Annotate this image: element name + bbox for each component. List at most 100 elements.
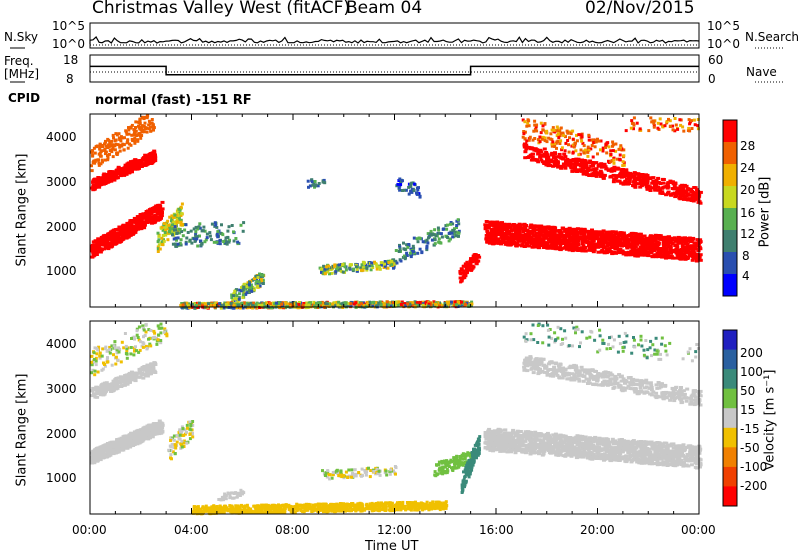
power-cell <box>516 239 521 243</box>
power-cell <box>512 223 517 227</box>
power-cell <box>595 244 600 248</box>
power-cell <box>158 247 162 251</box>
power-cell <box>410 187 414 191</box>
power-cell <box>179 238 183 242</box>
power-cell <box>464 265 468 269</box>
power-cell <box>181 303 185 307</box>
power-cell <box>362 261 366 265</box>
power-cell <box>173 223 177 227</box>
power-cell <box>548 158 553 162</box>
power-cell <box>111 133 115 137</box>
power-ytick: 4000 <box>46 130 77 144</box>
power-cell <box>325 268 329 272</box>
power-cell <box>122 148 126 152</box>
power-cell <box>141 130 145 134</box>
power-cell <box>581 166 586 170</box>
power-cell <box>415 303 419 307</box>
power-cell <box>581 244 586 248</box>
power-cell <box>129 229 134 233</box>
freq-tick-top: 18 <box>63 53 79 67</box>
power-cell <box>118 145 122 149</box>
power-cell <box>331 304 335 308</box>
power-cell <box>534 243 539 247</box>
power-cell <box>111 155 115 159</box>
power-cell <box>586 154 590 158</box>
power-cell <box>91 251 96 255</box>
power-cell <box>648 189 653 192</box>
power-cell <box>410 181 414 185</box>
power-cell <box>99 243 104 247</box>
power-cell <box>283 302 287 305</box>
power-cell <box>656 185 661 189</box>
power-cell <box>99 150 103 154</box>
power-cell <box>677 249 682 253</box>
power-cell <box>425 238 429 242</box>
power-cell <box>592 234 597 238</box>
power-cell <box>484 220 489 223</box>
power-cell <box>139 160 144 164</box>
power-cell <box>612 236 617 240</box>
power-cell <box>532 129 536 133</box>
power-cell <box>627 174 632 178</box>
power-cell <box>146 114 150 118</box>
power-cell <box>690 127 694 130</box>
power-cell <box>580 247 585 251</box>
power-cell <box>629 249 634 253</box>
power-cell <box>548 240 553 244</box>
power-cell <box>196 227 200 231</box>
power-cell <box>544 245 548 249</box>
power-cell <box>559 139 563 143</box>
power-cell <box>360 302 364 306</box>
power-cell <box>678 118 682 122</box>
power-cell <box>516 231 521 235</box>
power-cell <box>462 269 466 273</box>
power-cell <box>147 119 151 123</box>
power-cell <box>600 164 605 168</box>
power-cell <box>118 240 123 244</box>
power-cell <box>596 232 601 235</box>
power-cell <box>138 134 142 137</box>
power-cell <box>347 302 351 306</box>
power-cell <box>396 304 400 308</box>
power-cell <box>330 271 334 275</box>
power-cell <box>569 235 574 239</box>
power-cell <box>361 265 365 269</box>
power-cell <box>100 158 104 162</box>
power-cell <box>494 233 499 237</box>
power-cell <box>133 226 138 229</box>
power-cell <box>523 137 527 141</box>
power-cell <box>543 139 547 143</box>
power-cell <box>607 145 611 149</box>
power-cell <box>532 226 537 229</box>
power-cell <box>241 288 245 292</box>
power-cell <box>656 176 661 180</box>
power-cell <box>116 165 121 169</box>
power-cell <box>242 285 246 289</box>
power-cell <box>641 244 646 248</box>
velocity-ytick: 1000 <box>46 471 77 485</box>
power-cell <box>649 238 654 242</box>
power-cell <box>298 301 301 304</box>
power-cell <box>190 241 194 245</box>
power-cell <box>569 247 574 251</box>
power-cell <box>167 230 171 234</box>
power-cell <box>94 184 99 188</box>
power-cell <box>657 234 662 238</box>
power-cell <box>698 190 703 194</box>
power-cell <box>587 133 591 137</box>
power-cell <box>96 237 101 241</box>
power-cell <box>588 231 593 235</box>
power-cell <box>109 233 114 237</box>
power-cell <box>259 278 263 282</box>
power-cell <box>684 184 689 188</box>
power-cell <box>505 235 510 239</box>
power-cell <box>666 245 671 248</box>
power-cell <box>650 120 654 124</box>
power-cell <box>567 239 572 243</box>
power-cell <box>580 135 584 139</box>
power-cell <box>95 246 100 250</box>
power-cell <box>550 128 554 132</box>
power-cell <box>199 240 203 243</box>
power-cell <box>582 163 587 167</box>
power-cell <box>415 186 419 190</box>
